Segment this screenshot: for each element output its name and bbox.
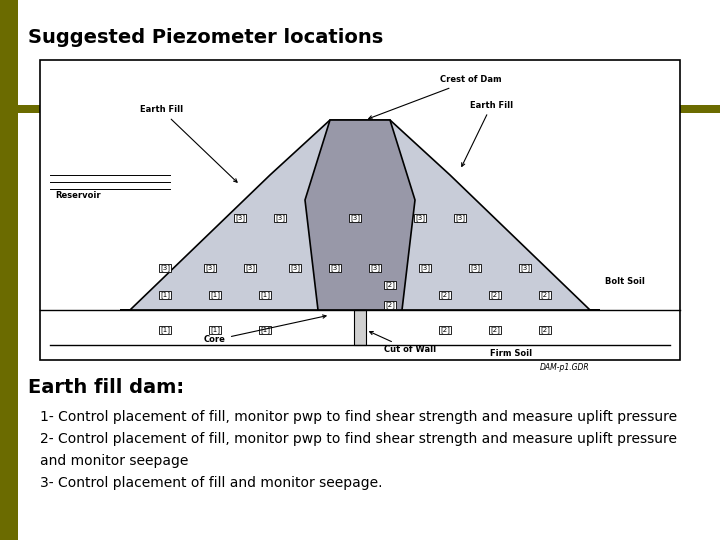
Text: [3]: [3] bbox=[275, 214, 285, 221]
Text: Earth fill dam:: Earth fill dam: bbox=[28, 378, 184, 397]
Bar bbox=[40, 60, 680, 360]
Text: Reservoir: Reservoir bbox=[55, 191, 101, 199]
Text: [1]: [1] bbox=[160, 327, 170, 333]
Text: 2- Control placement of fill, monitor pwp to find shear strength and measure upl: 2- Control placement of fill, monitor pw… bbox=[40, 432, 677, 446]
Text: Earth Fill: Earth Fill bbox=[140, 105, 237, 182]
Text: [2]: [2] bbox=[385, 302, 395, 308]
Text: Bolt Soil: Bolt Soil bbox=[605, 278, 645, 287]
Bar bbox=[0, 0, 18, 540]
Bar bbox=[354, 310, 366, 345]
Text: [3]: [3] bbox=[370, 265, 380, 272]
Text: Cut of Wall: Cut of Wall bbox=[369, 332, 436, 354]
Text: [2]: [2] bbox=[540, 327, 550, 333]
Text: [1]: [1] bbox=[210, 327, 220, 333]
Text: DAM-p1.GDR: DAM-p1.GDR bbox=[540, 362, 590, 372]
Text: [2]: [2] bbox=[490, 327, 500, 333]
Polygon shape bbox=[305, 120, 415, 310]
Polygon shape bbox=[120, 120, 600, 310]
Text: [3]: [3] bbox=[205, 265, 215, 272]
Text: [1]: [1] bbox=[260, 292, 270, 299]
Text: [2]: [2] bbox=[440, 327, 450, 333]
Bar bbox=[0, 105, 720, 113]
Text: [3]: [3] bbox=[330, 265, 340, 272]
Text: [3]: [3] bbox=[420, 265, 430, 272]
Text: [3]: [3] bbox=[160, 265, 170, 272]
Text: [3]: [3] bbox=[455, 214, 465, 221]
Text: [2]: [2] bbox=[385, 282, 395, 288]
Text: and monitor seepage: and monitor seepage bbox=[40, 454, 189, 468]
Text: 1- Control placement of fill, monitor pwp to find shear strength and measure upl: 1- Control placement of fill, monitor pw… bbox=[40, 410, 677, 424]
Text: [1]: [1] bbox=[210, 292, 220, 299]
Text: [3]: [3] bbox=[520, 265, 530, 272]
Text: [3]: [3] bbox=[235, 214, 245, 221]
Text: Suggested Piezometer locations: Suggested Piezometer locations bbox=[28, 28, 383, 47]
Text: [1]: [1] bbox=[160, 292, 170, 299]
Text: 3- Control placement of fill and monitor seepage.: 3- Control placement of fill and monitor… bbox=[40, 476, 382, 490]
Text: [2]: [2] bbox=[440, 292, 450, 299]
Text: [1]: [1] bbox=[260, 327, 270, 333]
Text: Crest of Dam: Crest of Dam bbox=[369, 76, 502, 119]
Text: [3]: [3] bbox=[290, 265, 300, 272]
Text: [3]: [3] bbox=[350, 214, 360, 221]
Text: Core: Core bbox=[204, 315, 326, 345]
Text: Earth Fill: Earth Fill bbox=[462, 100, 513, 166]
Text: [2]: [2] bbox=[540, 292, 550, 299]
Text: [2]: [2] bbox=[490, 292, 500, 299]
Text: [3]: [3] bbox=[470, 265, 480, 272]
Text: [3]: [3] bbox=[245, 265, 255, 272]
Text: [3]: [3] bbox=[415, 214, 425, 221]
Text: Firm Soil: Firm Soil bbox=[490, 348, 532, 357]
